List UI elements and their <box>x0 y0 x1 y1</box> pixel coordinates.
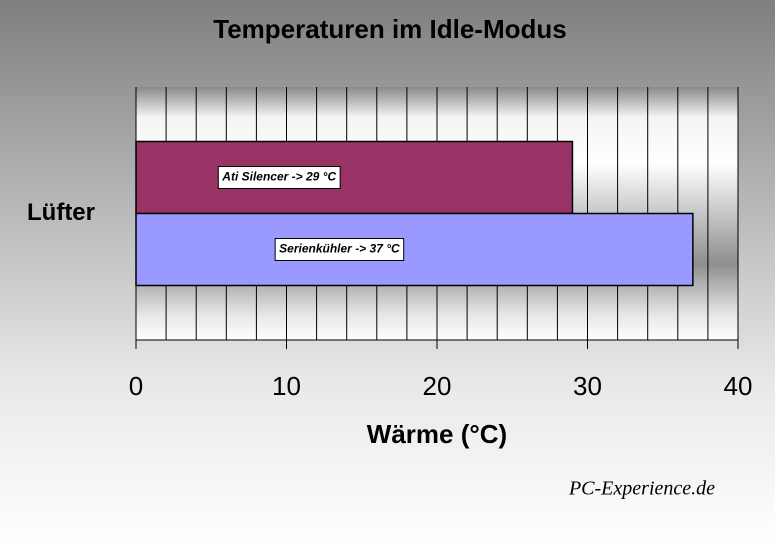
x-tick-label: 40 <box>724 371 753 401</box>
data-label: Serienkühler -> 37 °C <box>279 242 400 256</box>
x-tick-label: 0 <box>129 371 143 401</box>
x-tick-label: 30 <box>573 371 602 401</box>
data-label-box <box>217 166 341 189</box>
y-tick-label: Lüfter <box>27 199 95 226</box>
x-axis-label: Wärme (°C) <box>367 419 507 449</box>
bar <box>135 212 694 287</box>
bar <box>135 140 574 215</box>
x-tick-label: 10 <box>272 371 301 401</box>
data-label-box <box>274 238 405 261</box>
data-label: Ati Silencer -> 29 °C <box>221 170 336 184</box>
x-tick-label: 20 <box>423 371 452 401</box>
chart-title: Temperaturen im Idle-Modus <box>213 14 566 44</box>
watermark: PC-Experience.de <box>568 478 715 500</box>
